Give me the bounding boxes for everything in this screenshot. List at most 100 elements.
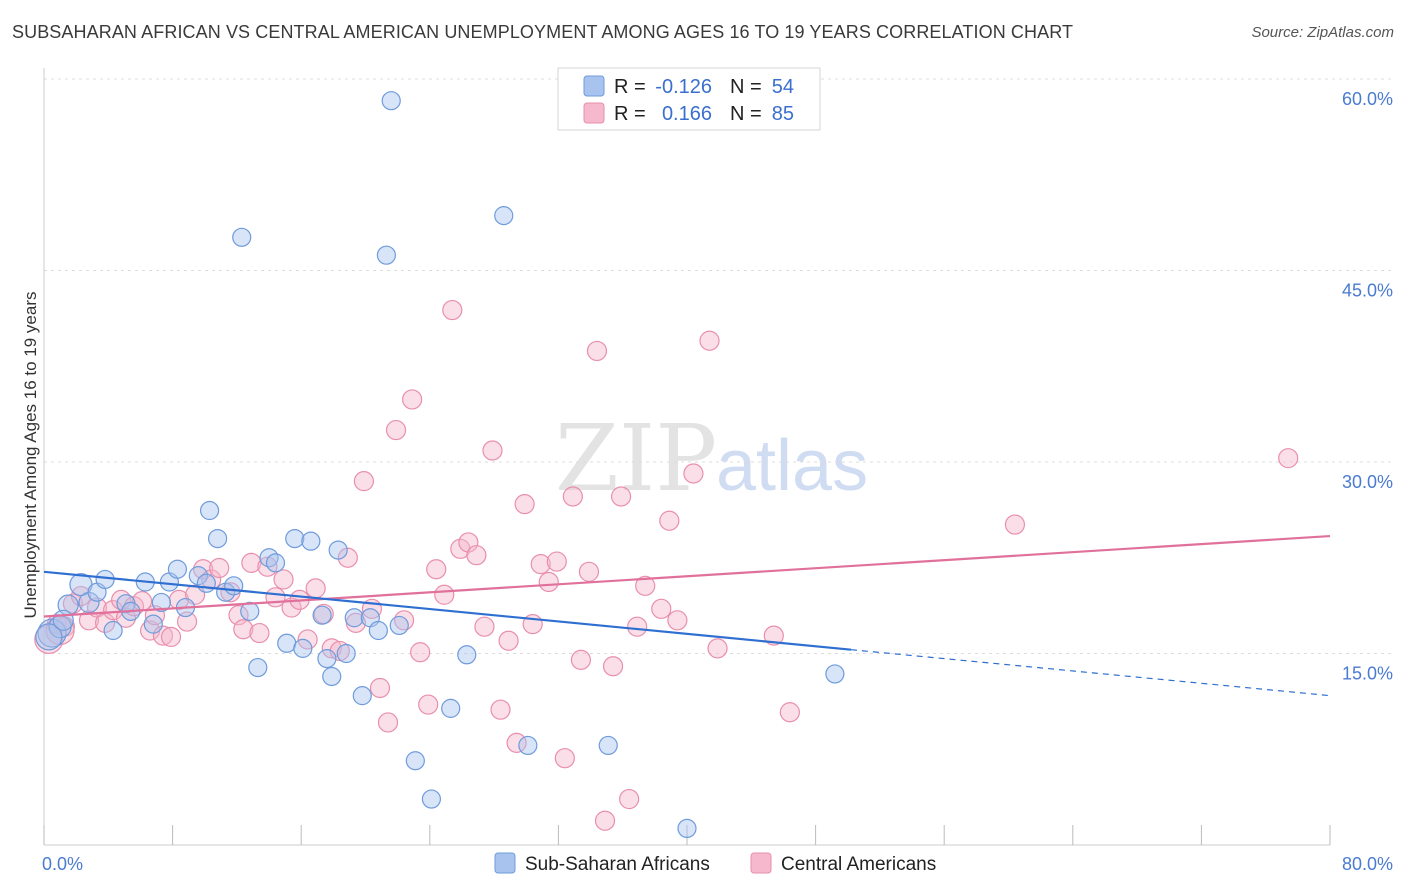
pink-point (586, 340, 608, 362)
pink-point (763, 625, 784, 646)
blue-point (598, 735, 618, 756)
blue-point (376, 245, 396, 265)
pink-point (152, 625, 174, 646)
pink-point (707, 638, 728, 659)
pink-point (490, 699, 511, 720)
pink-point (779, 702, 800, 723)
pink-point (619, 788, 640, 810)
blue-point (188, 566, 208, 586)
pink-point (466, 545, 487, 566)
pink-point (610, 486, 632, 507)
pink-point (514, 494, 535, 515)
trendline-sub-saharan-africans-extension (850, 649, 1331, 697)
pink-point (474, 616, 495, 637)
legend-r-label-1: R = (614, 76, 646, 98)
pink-point (1278, 448, 1299, 469)
pink-point (377, 712, 399, 733)
blue-point (322, 666, 342, 687)
pink-point (281, 597, 302, 618)
blue-point (143, 614, 163, 634)
blue-point (368, 620, 388, 641)
sub-saharan-africans-points (35, 91, 845, 839)
y-axis-label: Unemployment Among Ages 16 to 19 years (21, 292, 40, 619)
pink-point (546, 551, 567, 572)
blue-point (265, 553, 286, 573)
legend-n-value-2: 85 (772, 103, 794, 125)
blue-point (301, 531, 321, 551)
pink-point (594, 810, 616, 831)
legend-n-label-2: N = (730, 103, 762, 125)
bottom-legend-swatch-pink (750, 852, 772, 874)
legend-r-value-1: -0.126 (655, 76, 712, 98)
y-tick-label-60: 60.0% (1342, 89, 1393, 109)
blue-point (518, 735, 538, 756)
legend-swatch-pink (583, 102, 605, 124)
blue-point (677, 818, 697, 839)
blue-point (344, 608, 364, 628)
blue-point (312, 605, 332, 625)
legend-r-label-2: R = (614, 103, 646, 125)
blue-point (421, 789, 442, 809)
pink-point (458, 532, 479, 553)
legend-n-label-1: N = (730, 76, 762, 98)
blue-point (328, 540, 348, 560)
blue-point (95, 569, 115, 590)
bottom-legend-swatch-blue (494, 852, 516, 874)
source-label: Source: ZipAtlas.com (1251, 24, 1394, 41)
blue-point (52, 609, 74, 631)
blue-point (317, 649, 337, 669)
pink-point (562, 486, 583, 507)
bottom-legend-label-2: Central Americans (781, 854, 936, 875)
pink-point (434, 584, 455, 605)
pink-point (321, 638, 342, 659)
blue-point (285, 528, 305, 549)
blue-point (336, 643, 356, 664)
blue-point (825, 664, 845, 684)
trendline-sub-saharan-africans (43, 570, 852, 651)
pink-point (442, 299, 463, 321)
blue-point (208, 528, 228, 549)
pink-point (506, 732, 527, 753)
pink-point (402, 389, 423, 410)
blue-point (151, 592, 171, 613)
pink-point (160, 626, 182, 648)
blue-point (389, 615, 409, 636)
pink-point (305, 578, 326, 599)
blue-point (381, 91, 401, 111)
pink-point (683, 463, 704, 484)
pink-point (241, 552, 262, 573)
chart-title: SUBSAHARAN AFRICAN VS CENTRAL AMERICAN U… (12, 22, 1074, 42)
pink-point (570, 649, 592, 670)
blue-point (293, 638, 313, 658)
y-tick-label-45: 45.0% (1342, 281, 1393, 301)
legend: R = -0.126 N = 54 R = 0.166 N = 85 (557, 67, 821, 131)
central-americans-points (34, 299, 1299, 831)
pink-point (538, 571, 559, 593)
y-tick-labels: 15.0% 30.0% 45.0% 60.0% (1342, 89, 1393, 684)
y-tick-label-15: 15.0% (1342, 664, 1393, 684)
blue-point (196, 573, 216, 593)
pink-point (578, 561, 600, 582)
y-tick-label-30: 30.0% (1342, 472, 1393, 492)
legend-swatch-blue (583, 75, 605, 97)
pink-point (337, 547, 358, 568)
pink-point (418, 694, 439, 715)
pink-point (426, 559, 447, 580)
pink-point (659, 510, 680, 531)
pink-point (498, 630, 519, 651)
pink-point (249, 622, 270, 644)
pink-point (554, 748, 575, 769)
pink-point (297, 629, 318, 650)
pink-point (1004, 514, 1026, 535)
blue-point (441, 698, 461, 718)
blue-point (224, 576, 244, 596)
pink-point (627, 616, 648, 637)
pink-point (635, 575, 656, 596)
blue-point (35, 623, 63, 651)
watermark-atlas: atlas (716, 426, 868, 506)
blue-point (248, 657, 268, 678)
blue-point (259, 548, 279, 568)
legend-r-value-2: 0.166 (662, 103, 712, 125)
x-tick-label-min: 0.0% (42, 854, 83, 874)
